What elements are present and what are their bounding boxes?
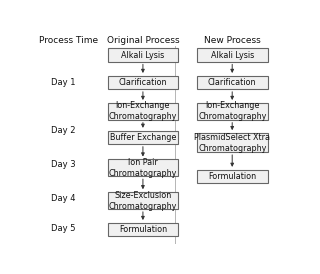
FancyBboxPatch shape: [108, 131, 178, 144]
Text: PlasmidSelect Xtra
Chromatography: PlasmidSelect Xtra Chromatography: [194, 133, 270, 153]
Text: Ion Pair
Chromatography: Ion Pair Chromatography: [109, 158, 177, 178]
Text: Original Process: Original Process: [107, 36, 179, 45]
Text: Day 3: Day 3: [51, 160, 76, 169]
FancyBboxPatch shape: [108, 159, 178, 176]
Text: Process Time: Process Time: [39, 36, 98, 45]
Text: Formulation: Formulation: [208, 172, 256, 181]
FancyBboxPatch shape: [197, 170, 268, 183]
FancyBboxPatch shape: [197, 48, 268, 62]
Text: Day 1: Day 1: [51, 78, 76, 87]
FancyBboxPatch shape: [108, 48, 178, 62]
Text: Size-Exclusion
Chromatography: Size-Exclusion Chromatography: [109, 190, 177, 211]
Text: Ion-Exchange
Chromatography: Ion-Exchange Chromatography: [198, 101, 266, 121]
Text: Ion-Exchange
Chromatography: Ion-Exchange Chromatography: [109, 101, 177, 121]
FancyBboxPatch shape: [197, 76, 268, 89]
FancyBboxPatch shape: [108, 192, 178, 209]
FancyBboxPatch shape: [197, 103, 268, 120]
Text: Day 4: Day 4: [51, 194, 76, 203]
Text: Alkali Lysis: Alkali Lysis: [121, 50, 164, 59]
Text: Alkali Lysis: Alkali Lysis: [211, 50, 254, 59]
Text: Formulation: Formulation: [119, 225, 167, 234]
Text: Clarification: Clarification: [119, 78, 167, 87]
Text: Clarification: Clarification: [208, 78, 256, 87]
FancyBboxPatch shape: [108, 223, 178, 236]
FancyBboxPatch shape: [108, 76, 178, 89]
Text: Buffer Exchange: Buffer Exchange: [110, 133, 176, 142]
Text: New Process: New Process: [204, 36, 260, 45]
Text: Day 5: Day 5: [51, 224, 76, 233]
FancyBboxPatch shape: [197, 133, 268, 152]
FancyBboxPatch shape: [108, 103, 178, 120]
Text: Day 2: Day 2: [51, 127, 76, 135]
